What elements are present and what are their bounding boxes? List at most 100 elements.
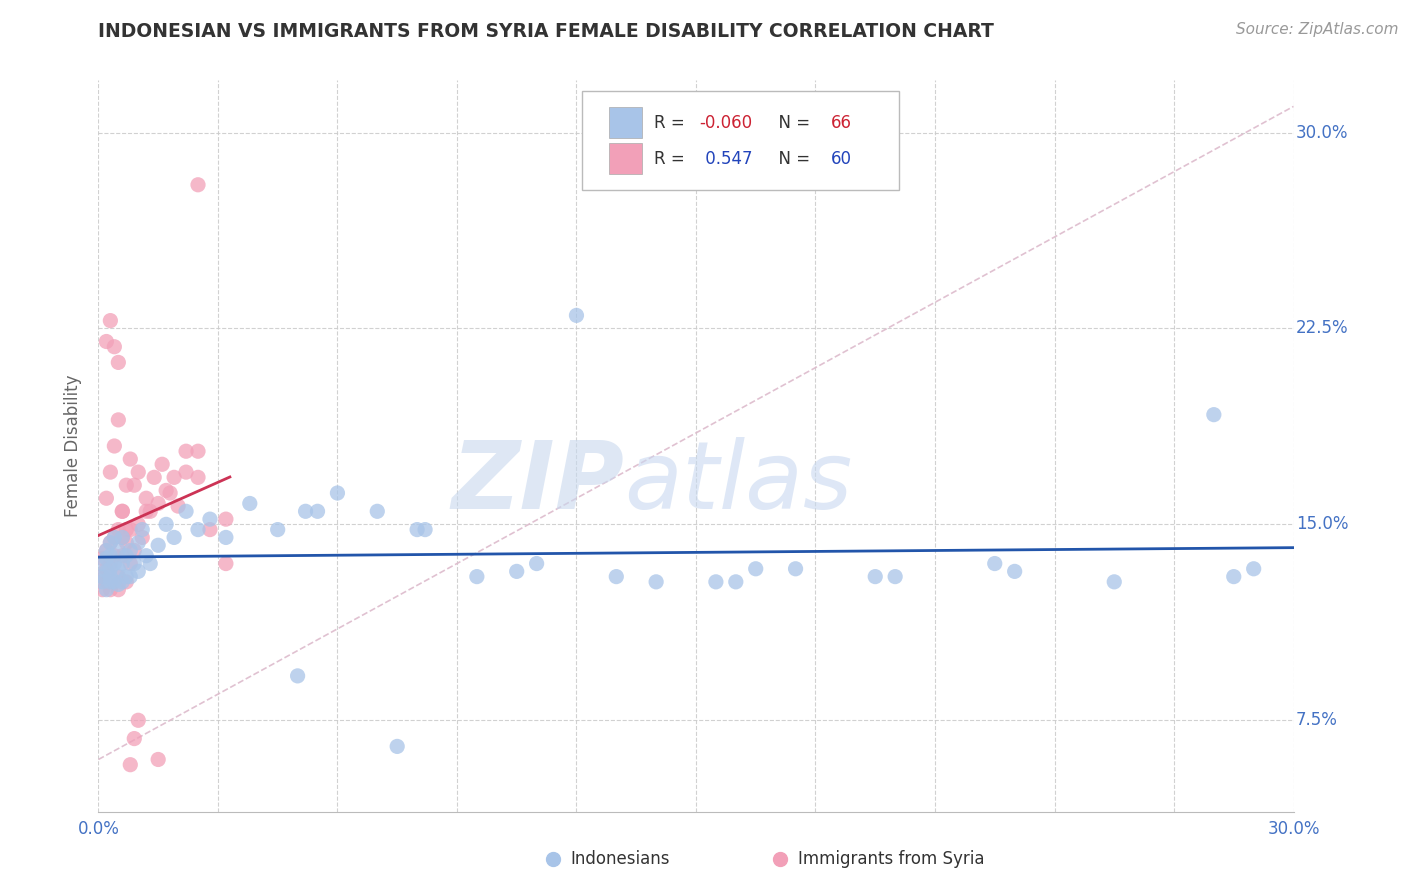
Point <box>103 530 125 544</box>
Point <box>884 569 907 583</box>
Text: 22.5%: 22.5% <box>1296 319 1348 337</box>
Point <box>198 512 221 526</box>
Point <box>239 496 262 510</box>
Point <box>124 478 146 492</box>
Point <box>406 523 429 537</box>
Point <box>103 557 125 571</box>
Point <box>150 458 173 472</box>
Point <box>120 523 142 537</box>
Point <box>96 334 118 349</box>
Point <box>111 574 134 589</box>
Point <box>187 523 209 537</box>
Point <box>163 530 186 544</box>
Point <box>143 470 166 484</box>
Point <box>111 504 134 518</box>
Point <box>526 557 548 571</box>
Point <box>724 574 747 589</box>
Text: 7.5%: 7.5% <box>1296 711 1337 730</box>
Point <box>120 543 142 558</box>
Point <box>96 562 118 576</box>
Text: 30.0%: 30.0% <box>1296 123 1348 142</box>
Text: 66: 66 <box>831 113 852 132</box>
Point <box>111 557 134 571</box>
Text: ZIP: ZIP <box>451 436 624 529</box>
Text: atlas: atlas <box>624 437 852 528</box>
Point <box>107 582 129 597</box>
Point <box>91 574 114 589</box>
Y-axis label: Female Disability: Female Disability <box>65 375 83 517</box>
Point <box>107 569 129 583</box>
Point <box>1202 408 1225 422</box>
Point <box>131 530 153 544</box>
Point <box>155 517 177 532</box>
Point <box>120 557 142 571</box>
Text: N =: N = <box>768 150 815 168</box>
Point <box>107 413 129 427</box>
Point <box>863 569 886 583</box>
Point <box>98 562 122 576</box>
Point <box>187 444 209 458</box>
Point <box>785 562 807 576</box>
FancyBboxPatch shape <box>582 91 900 190</box>
Point <box>98 313 122 327</box>
Point <box>148 752 170 766</box>
Point <box>107 523 129 537</box>
Point <box>565 309 588 323</box>
Point <box>287 669 309 683</box>
Point <box>115 535 138 549</box>
Point <box>131 523 153 537</box>
Point <box>174 444 197 458</box>
Point <box>187 470 209 484</box>
Point <box>120 569 142 583</box>
Point <box>98 535 122 549</box>
Point <box>107 577 129 591</box>
Point <box>96 543 118 558</box>
Text: -0.060: -0.060 <box>700 113 752 132</box>
Point <box>127 517 149 532</box>
Point <box>98 535 122 549</box>
FancyBboxPatch shape <box>609 107 643 138</box>
Point <box>107 562 129 576</box>
Point <box>115 523 138 537</box>
Point <box>198 523 221 537</box>
Point <box>174 465 197 479</box>
Point <box>1102 574 1125 589</box>
Point <box>1243 562 1265 576</box>
Point <box>366 504 388 518</box>
Text: INDONESIAN VS IMMIGRANTS FROM SYRIA FEMALE DISABILITY CORRELATION CHART: INDONESIAN VS IMMIGRANTS FROM SYRIA FEMA… <box>98 22 994 41</box>
Point <box>103 549 125 563</box>
Point <box>155 483 177 498</box>
Point <box>215 512 238 526</box>
Point <box>605 569 627 583</box>
Point <box>124 557 146 571</box>
Point <box>115 549 138 563</box>
Point <box>120 452 142 467</box>
Point <box>103 574 125 589</box>
Point <box>135 504 157 518</box>
Point <box>91 582 114 597</box>
Point <box>96 543 118 558</box>
Point <box>187 178 209 192</box>
Point <box>307 504 329 518</box>
Point <box>326 486 349 500</box>
Point <box>98 569 122 583</box>
Text: Immigrants from Syria: Immigrants from Syria <box>797 850 984 868</box>
Point <box>704 574 727 589</box>
Point <box>124 731 146 746</box>
Point <box>159 486 181 500</box>
Text: R =: R = <box>654 150 690 168</box>
Point <box>127 465 149 479</box>
Point <box>163 470 186 484</box>
Point <box>174 504 197 518</box>
Point <box>385 739 409 754</box>
Point <box>745 562 768 576</box>
Point <box>91 569 114 583</box>
Point <box>111 549 134 563</box>
Point <box>98 465 122 479</box>
Point <box>135 549 157 563</box>
Point <box>124 543 146 558</box>
Point <box>1004 565 1026 579</box>
Text: 0.547: 0.547 <box>700 150 752 168</box>
Point <box>103 340 125 354</box>
Point <box>127 565 149 579</box>
